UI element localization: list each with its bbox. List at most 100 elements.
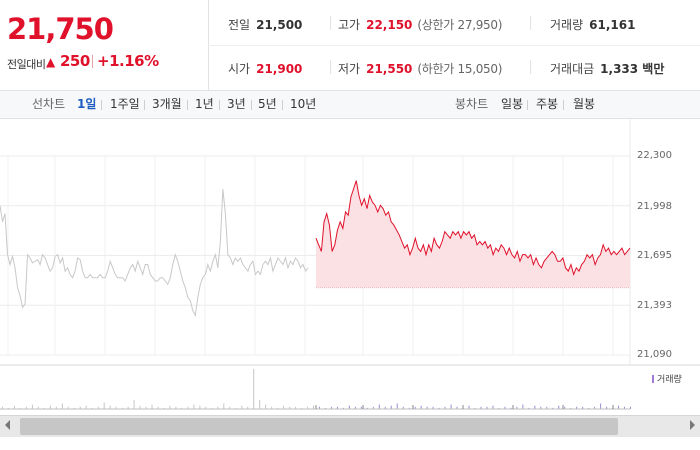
volume-bar <box>31 404 33 409</box>
volume-bar <box>271 406 273 409</box>
change-value: 250 <box>60 52 90 70</box>
y-tick-label: 22,300 <box>637 150 672 161</box>
change-label: 전일대비 <box>7 58 46 71</box>
volume-bar <box>133 400 135 409</box>
tab-10year[interactable]: 10년 <box>290 97 317 111</box>
volume-bar <box>253 369 255 409</box>
volume-bar <box>115 406 117 409</box>
volume-bar <box>211 407 213 409</box>
volume-bar <box>205 406 207 409</box>
volume-bar <box>19 407 21 409</box>
volume-bar <box>570 407 572 409</box>
volume-bar <box>7 407 9 409</box>
tab-divider <box>251 100 252 110</box>
stat-high: 고가 22,150 (상한가 27,950) <box>338 16 502 33</box>
volume-bar <box>313 405 315 409</box>
stat-label: 거래대금 <box>550 62 595 76</box>
volume-bar <box>247 406 249 409</box>
volume-bar <box>79 406 81 409</box>
tab-1year[interactable]: 1년 <box>195 97 214 111</box>
intraday-chart[interactable]: 22,300 21,998 21,695 21,393 21,090 거래량 <box>0 119 700 415</box>
volume-bar <box>618 405 620 409</box>
candle-chart-label: 봉차트 <box>455 97 489 111</box>
stat-divider <box>530 16 531 30</box>
volume-bar <box>510 407 512 409</box>
volume-bar <box>289 406 291 409</box>
stat-value: 21,900 <box>256 62 303 76</box>
volume-bar <box>426 406 428 409</box>
volume-bar <box>588 407 590 409</box>
volume-bar <box>13 405 15 409</box>
tab-1week[interactable]: 1주일 <box>110 97 140 111</box>
volume-bar <box>235 407 237 409</box>
volume-bar <box>534 405 536 409</box>
volume-bar <box>193 404 195 409</box>
volume-bar <box>109 405 111 409</box>
scroll-left-arrow-icon[interactable] <box>5 420 10 430</box>
tab-divider <box>219 100 220 110</box>
volume-bar <box>187 406 189 409</box>
volume-bar <box>342 407 344 409</box>
volume-bar <box>259 400 261 409</box>
volume-bar <box>283 405 285 409</box>
volume-bar <box>145 406 147 409</box>
line-chart-label: 선차트 <box>32 97 66 111</box>
volume-bar <box>55 406 57 409</box>
scroll-right-arrow-icon[interactable] <box>690 420 695 430</box>
volume-bar <box>217 406 219 409</box>
stat-value: 21,500 <box>256 18 303 32</box>
volume-bar <box>199 405 201 409</box>
tab-3month[interactable]: 3개월 <box>152 97 182 111</box>
tab-5year[interactable]: 5년 <box>258 97 277 111</box>
chart-scrollbar[interactable] <box>0 415 700 437</box>
volume-bar <box>366 407 368 409</box>
volume-bar <box>624 406 626 409</box>
volume-bar <box>414 406 416 409</box>
volume-bar <box>552 407 554 409</box>
tab-weekly-candle[interactable]: 주봉 <box>536 97 559 111</box>
volume-bar <box>43 407 45 409</box>
volume-bar <box>576 406 578 409</box>
tab-divider <box>563 100 564 110</box>
volume-bar <box>139 405 141 409</box>
y-tick-label: 21,090 <box>637 349 672 360</box>
volume-bar <box>277 407 279 409</box>
volume-bar <box>546 406 548 409</box>
volume-bar <box>163 407 165 409</box>
volume-bar <box>103 402 105 409</box>
stat-lower-limit: (하한가 15,050) <box>417 62 503 76</box>
tab-daily-candle[interactable]: 일봉 <box>501 97 524 111</box>
stat-label: 저가 <box>338 62 361 76</box>
stat-divider <box>330 60 331 74</box>
tab-3year[interactable]: 3년 <box>227 97 246 111</box>
volume-bar <box>336 406 338 409</box>
volume-bar <box>241 405 243 409</box>
stat-prev-close: 전일 21,500 <box>228 16 302 33</box>
price-box: 21,750 전일대비 ▲ 250 +1.16% <box>0 0 209 90</box>
volume-bar <box>97 406 99 409</box>
volume-bar <box>85 405 87 409</box>
stat-upper-limit: (상한가 27,950) <box>417 18 503 32</box>
volume-bar <box>265 404 267 409</box>
volume-bar <box>307 406 309 409</box>
volume-bar <box>558 405 560 409</box>
volume-bar <box>528 407 530 409</box>
volume-bar <box>121 407 123 409</box>
stat-value: 61,161 <box>589 18 636 32</box>
tab-1day[interactable]: 1일 <box>77 97 97 111</box>
volume-bar <box>564 406 566 409</box>
volume-bar <box>630 406 631 409</box>
volume-bar <box>456 406 458 409</box>
volume-bar <box>450 404 452 409</box>
scroll-thumb[interactable] <box>20 418 618 435</box>
tab-divider <box>527 100 528 110</box>
volume-bar <box>2 406 3 409</box>
volume-bar <box>127 406 129 409</box>
volume-bar <box>438 407 440 409</box>
volume-bar <box>330 406 332 409</box>
y-tick-label: 21,393 <box>637 300 672 311</box>
tab-divider <box>282 100 283 110</box>
volume-bar <box>522 404 524 409</box>
volume-bar <box>318 406 320 409</box>
tab-monthly-candle[interactable]: 월봉 <box>573 97 596 111</box>
